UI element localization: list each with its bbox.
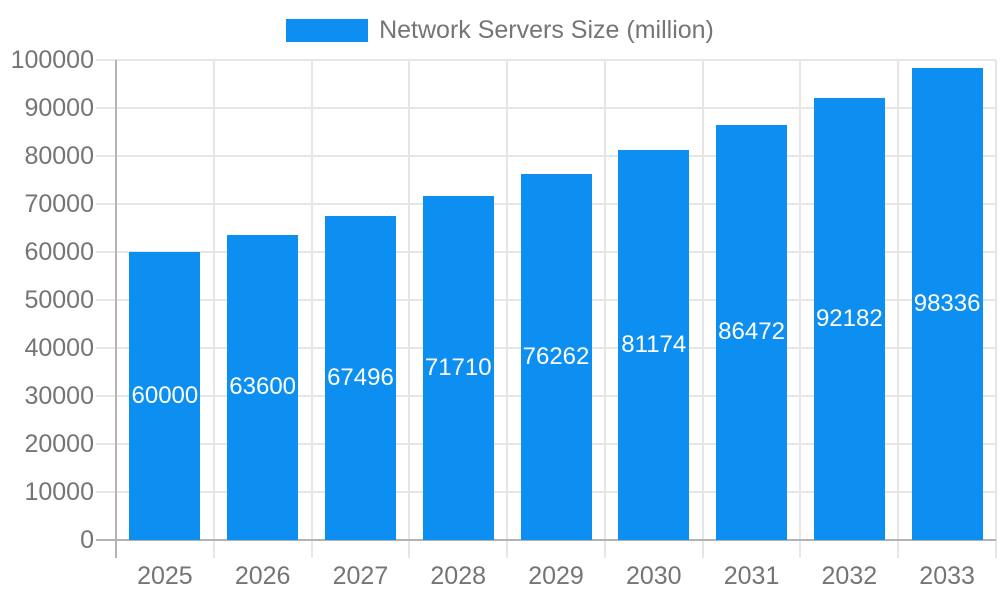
bar-2030 (618, 150, 690, 540)
bar-value-label: 71710 (424, 353, 492, 381)
x-gridline (603, 60, 606, 540)
bar-value-label: 86472 (718, 318, 785, 346)
x-gridline (310, 60, 313, 540)
x-axis-tick (799, 540, 802, 558)
y-axis-tick-label: 0 (80, 526, 94, 554)
bar-2031 (716, 124, 788, 540)
x-axis-tick (897, 540, 900, 558)
bar-value-label: 92182 (815, 304, 883, 332)
y-axis-tick-label: 30000 (24, 382, 94, 410)
x-axis-tick-label: 2025 (137, 562, 193, 590)
x-axis-tick-label: 2026 (234, 562, 291, 590)
y-axis-line (115, 60, 117, 558)
x-axis-tick-label: 2030 (625, 562, 682, 590)
y-axis-tick-label: 70000 (24, 190, 94, 218)
x-axis-tick (603, 540, 606, 558)
x-axis-tick-label: 2031 (723, 562, 780, 590)
x-axis-tick (408, 540, 411, 558)
x-axis-tick-label: 2032 (821, 562, 878, 590)
bar-2032 (813, 97, 885, 540)
x-axis-tick (310, 540, 313, 558)
x-gridline (701, 60, 704, 540)
x-axis-tick-label: 2028 (430, 562, 487, 590)
bar-value-label: 60000 (131, 382, 199, 409)
bar-2028 (422, 195, 494, 540)
bar-value-label: 67496 (327, 364, 394, 391)
y-axis-tick-label: 20000 (24, 430, 94, 458)
bar-value-label: 63600 (229, 373, 297, 401)
bar-value-label: 81174 (621, 331, 687, 359)
y-axis-tick-label: 100000 (10, 46, 94, 74)
x-gridline (995, 60, 997, 540)
x-axis-tick (212, 540, 215, 558)
y-axis-tick-label: 90000 (24, 94, 94, 122)
x-axis-tick-label: 2033 (919, 562, 975, 590)
y-axis-tick-label: 50000 (24, 286, 94, 314)
x-axis-tick-label: 2027 (332, 562, 389, 590)
y-axis-tick-label: 80000 (24, 142, 94, 170)
x-axis-tick (701, 540, 704, 558)
bar-2027 (324, 216, 396, 540)
x-gridline (506, 60, 509, 540)
bar-2025 (129, 252, 201, 540)
x-gridline (799, 60, 802, 540)
x-axis-tick (995, 540, 997, 558)
bar-2026 (227, 234, 299, 540)
y-gridline (96, 155, 996, 157)
legend-label: Network Servers Size (million) (379, 16, 714, 44)
bar-value-label: 98336 (913, 289, 981, 317)
bar-value-label: 76262 (522, 342, 590, 370)
legend-item[interactable]: Network Servers Size (million) (0, 18, 1000, 43)
x-axis-line (96, 539, 996, 541)
x-axis-tick (506, 540, 509, 558)
x-gridline (408, 60, 411, 540)
y-axis-tick-label: 60000 (24, 238, 94, 266)
x-axis-tick-label: 2029 (528, 562, 584, 590)
legend-swatch-icon (286, 19, 369, 42)
x-gridline (897, 60, 900, 540)
bar-2029 (520, 173, 592, 540)
y-axis-tick-label: 40000 (24, 334, 94, 362)
bar-2033 (911, 67, 983, 540)
y-gridline (96, 107, 996, 109)
x-gridline (212, 60, 215, 540)
y-axis-tick-label: 10000 (24, 478, 94, 506)
y-gridline (96, 59, 996, 61)
